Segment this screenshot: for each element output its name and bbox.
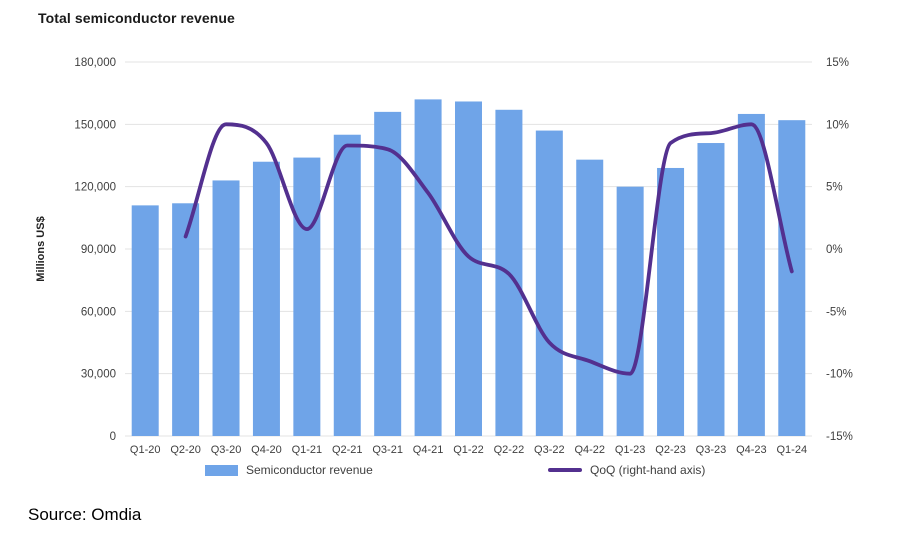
x-axis-tick-label: Q4-23 <box>736 444 767 456</box>
x-axis-tick-label: Q1-23 <box>615 444 646 456</box>
right-axis-tick-label: -15% <box>826 431 853 443</box>
x-axis-tick-label: Q2-22 <box>494 444 525 456</box>
bar-Q4-20 <box>252 161 280 436</box>
x-axis-tick-label: Q3-22 <box>534 444 565 456</box>
bar-Q4-21 <box>414 99 442 437</box>
chart-title: Total semiconductor revenue <box>38 10 235 26</box>
legend-item-semiconductor-revenue: Semiconductor revenue <box>205 463 373 477</box>
source-text: Source: Omdia <box>28 505 142 524</box>
legend-label-semiconductor-revenue: Semiconductor revenue <box>246 463 373 477</box>
bar-Q2-23 <box>657 167 685 436</box>
x-axis-tick-label: Q2-21 <box>332 444 363 456</box>
bar-Q3-22 <box>535 130 563 437</box>
x-axis-tick-label: Q2-23 <box>655 444 686 456</box>
legend-label-qoq: QoQ (right-hand axis) <box>590 463 706 477</box>
x-axis-tick-label: Q1-21 <box>292 444 323 456</box>
legend-item-qoq: QoQ (right-hand axis) <box>548 463 705 477</box>
bar-Q1-20 <box>131 205 159 436</box>
x-axis-tick-label: Q2-20 <box>170 444 201 456</box>
chart-legend: Semiconductor revenue QoQ (right-hand ax… <box>0 463 900 481</box>
x-axis-tick-label: Q4-22 <box>574 444 605 456</box>
left-axis-tick-label: 30,000 <box>81 369 116 381</box>
left-axis-tick-label: 0 <box>110 431 116 443</box>
bar-Q3-20 <box>212 180 240 436</box>
right-axis-tick-label: 0% <box>826 244 843 256</box>
x-axis-tick-label: Q4-21 <box>413 444 444 456</box>
x-axis-tick-label: Q1-20 <box>130 444 161 456</box>
bar-Q2-21 <box>333 134 361 436</box>
bar-Q1-23 <box>616 186 644 436</box>
bar-Q3-21 <box>374 111 402 436</box>
bar-Q3-23 <box>697 143 725 437</box>
qoq-line <box>183 122 794 376</box>
x-axis-tick-label: Q1-24 <box>777 444 808 456</box>
right-axis-tick-label: -5% <box>826 306 846 318</box>
bar-series-swatch-icon <box>205 464 238 476</box>
bar-Q1-21 <box>293 157 321 437</box>
bar-Q4-23 <box>737 113 765 436</box>
x-axis-tick-label: Q3-23 <box>696 444 727 456</box>
x-axis-tick-label: Q3-21 <box>372 444 403 456</box>
x-axis-tick-label: Q1-22 <box>453 444 484 456</box>
right-axis-tick-label: -10% <box>826 369 853 381</box>
bar-Q2-20 <box>172 203 200 436</box>
left-axis-tick-label: 120,000 <box>74 182 116 194</box>
left-axis-tick-label: 60,000 <box>81 306 116 318</box>
right-axis-tick-label: 5% <box>826 182 843 194</box>
left-axis-tick-label: 90,000 <box>81 244 116 256</box>
left-axis-title: Millions US$ <box>35 216 47 281</box>
bar-Q1-22 <box>455 101 482 436</box>
left-axis-tick-label: 180,000 <box>74 57 116 69</box>
left-axis-tick-label: 150,000 <box>74 119 116 131</box>
line-series-swatch-icon <box>548 468 582 472</box>
x-axis-tick-label: Q4-20 <box>251 444 282 456</box>
revenue-qoq-chart: 0 30,000 60,000 90,000 120,000 150,000 180,000… <box>35 57 853 456</box>
right-axis-tick-label: 10% <box>826 119 849 131</box>
bar-Q4-22 <box>576 159 604 436</box>
x-axis-tick-label: Q3-20 <box>211 444 242 456</box>
bar-Q1-24 <box>778 120 806 436</box>
right-axis-tick-label: 15% <box>826 57 849 69</box>
